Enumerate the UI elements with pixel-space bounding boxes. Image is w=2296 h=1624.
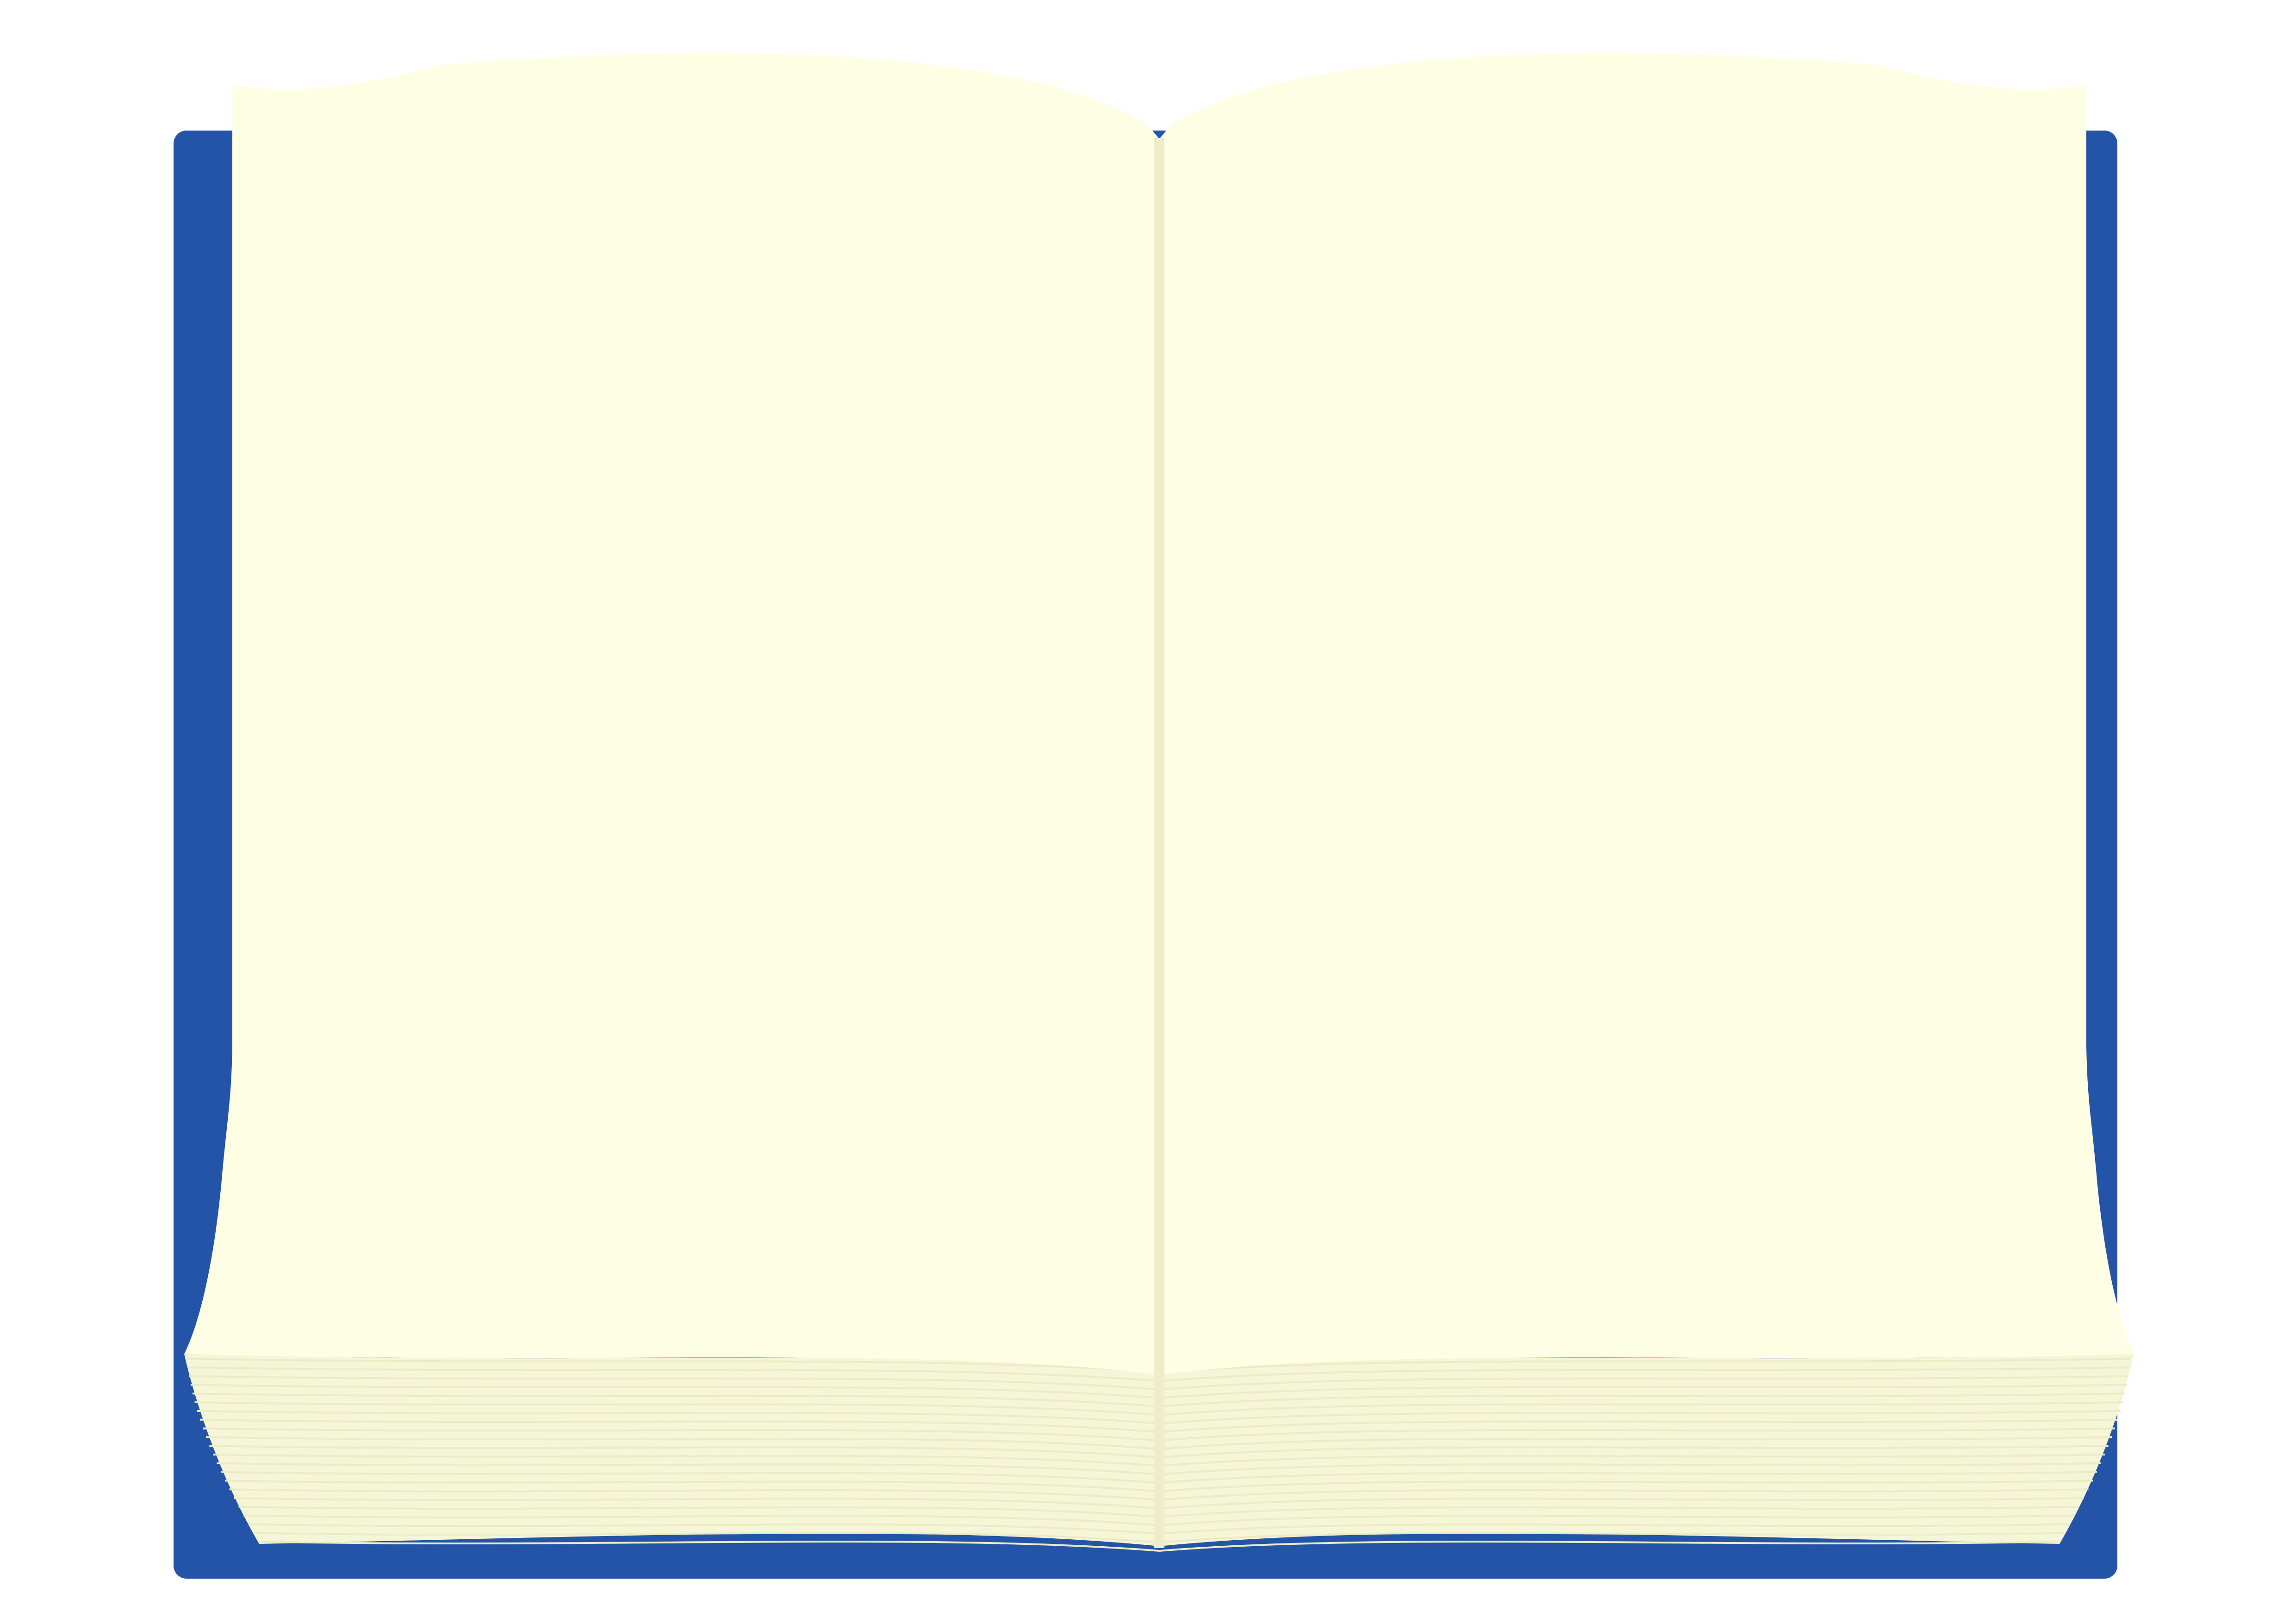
page-edge-lines bbox=[187, 1358, 2131, 1552]
page-edge-line bbox=[1159, 1532, 2064, 1543]
page-edge-line bbox=[209, 1445, 1160, 1459]
page-edge-line bbox=[1159, 1366, 2130, 1382]
page-edge-line bbox=[189, 1375, 1160, 1391]
page-edge-line bbox=[197, 1410, 1160, 1424]
page-edge-line bbox=[1159, 1445, 2109, 1459]
page-edge-line bbox=[188, 1366, 1160, 1382]
page-edge-line bbox=[1159, 1462, 2101, 1475]
page-edge-line bbox=[1159, 1488, 2089, 1501]
page-edge-line bbox=[1159, 1418, 2118, 1433]
page-edge-line bbox=[199, 1418, 1160, 1433]
page-edge-line bbox=[190, 1384, 1160, 1399]
page-edge-line bbox=[213, 1453, 1160, 1467]
page-edge-line bbox=[1159, 1514, 2074, 1526]
page-edge-line bbox=[1159, 1505, 2079, 1518]
page-edge-line bbox=[1159, 1384, 2128, 1399]
page-edge-line bbox=[249, 1523, 1160, 1535]
page-edge-line bbox=[1159, 1427, 2115, 1442]
left-page-stack bbox=[184, 1354, 1159, 1546]
page-edge-line bbox=[259, 1541, 1160, 1552]
page-edge-line bbox=[224, 1480, 1160, 1493]
page-edge-line bbox=[220, 1471, 1160, 1484]
page-edge-line bbox=[1159, 1375, 2129, 1391]
page-edge-line bbox=[243, 1514, 1160, 1526]
page-edge-line bbox=[1159, 1393, 2126, 1408]
page-edge-line bbox=[238, 1505, 1160, 1518]
page-edge-line bbox=[217, 1462, 1160, 1475]
page-edge-line bbox=[1159, 1410, 2121, 1424]
page-edge-line bbox=[187, 1358, 1160, 1374]
page-edge-line bbox=[1159, 1541, 2059, 1552]
right-page-stack bbox=[1159, 1354, 2134, 1546]
page-edge-line bbox=[1159, 1471, 2097, 1484]
page-edge-line bbox=[1159, 1480, 2093, 1493]
page-edge-line bbox=[192, 1393, 1160, 1408]
page-edge-line bbox=[1159, 1453, 2105, 1467]
page-edge-line bbox=[205, 1436, 1160, 1450]
left-page bbox=[184, 53, 1159, 1375]
page-edge-line bbox=[1159, 1523, 2069, 1535]
right-page bbox=[1159, 53, 2134, 1375]
page-edge-line bbox=[1159, 1401, 2123, 1416]
page-edge-line bbox=[1159, 1497, 2084, 1510]
page-edge-line bbox=[203, 1427, 1160, 1442]
page-edge-line bbox=[1159, 1436, 2112, 1450]
page-edge-line bbox=[234, 1497, 1160, 1510]
page-edge-line bbox=[254, 1532, 1160, 1543]
book-spine bbox=[1154, 138, 1164, 1548]
page-edge-line bbox=[1159, 1358, 2131, 1374]
page-edge-line bbox=[194, 1401, 1160, 1416]
page-edge-line bbox=[229, 1488, 1160, 1501]
